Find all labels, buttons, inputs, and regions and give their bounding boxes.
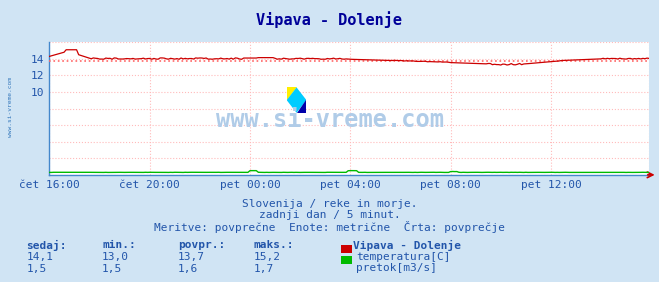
- Text: Vipava - Dolenje: Vipava - Dolenje: [256, 11, 403, 28]
- Text: zadnji dan / 5 minut.: zadnji dan / 5 minut.: [258, 210, 401, 220]
- Text: pretok[m3/s]: pretok[m3/s]: [356, 263, 437, 272]
- Text: sedaj:: sedaj:: [26, 240, 67, 251]
- Text: www.si-vreme.com: www.si-vreme.com: [8, 77, 13, 137]
- Polygon shape: [297, 100, 306, 113]
- Text: 1,7: 1,7: [254, 264, 274, 274]
- Text: 13,0: 13,0: [102, 252, 129, 262]
- Text: 13,7: 13,7: [178, 252, 205, 262]
- Text: povpr.:: povpr.:: [178, 240, 225, 250]
- Text: Slovenija / reke in morje.: Slovenija / reke in morje.: [242, 199, 417, 209]
- Text: 14,1: 14,1: [26, 252, 53, 262]
- Text: Vipava - Dolenje: Vipava - Dolenje: [353, 240, 461, 251]
- Text: min.:: min.:: [102, 240, 136, 250]
- Polygon shape: [287, 87, 297, 100]
- Text: 1,5: 1,5: [102, 264, 123, 274]
- Text: Meritve: povprečne  Enote: metrične  Črta: povprečje: Meritve: povprečne Enote: metrične Črta:…: [154, 221, 505, 233]
- Text: 15,2: 15,2: [254, 252, 281, 262]
- Text: www.si-vreme.com: www.si-vreme.com: [215, 108, 444, 132]
- Polygon shape: [287, 87, 306, 113]
- Text: 1,5: 1,5: [26, 264, 47, 274]
- Text: 1,6: 1,6: [178, 264, 198, 274]
- Text: maks.:: maks.:: [254, 240, 294, 250]
- Text: temperatura[C]: temperatura[C]: [356, 252, 450, 262]
